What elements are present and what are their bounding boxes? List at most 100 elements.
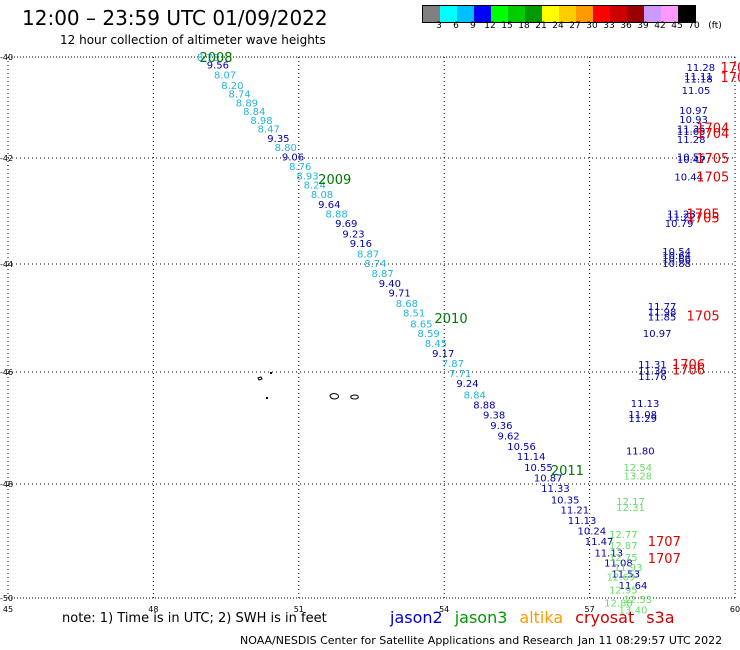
swh-value: 11.98: [648, 308, 677, 319]
map-title: 12:00 – 23:59 UTC 01/09/2022: [22, 6, 328, 30]
swh-value: 8.76: [289, 162, 311, 173]
swh-value: 12.53: [624, 595, 653, 606]
scale-label: 15: [501, 21, 513, 31]
lat-tick-label: -44: [0, 260, 13, 269]
color-scale-labels: 3 6 9 12 15 18 21 24 27 30 33 36 39 42 45 70 (ft): [422, 21, 728, 35]
swh-value: 7.71: [449, 369, 471, 380]
lon-tick-label: 60: [730, 605, 740, 614]
swh-value: 8.51: [403, 309, 425, 320]
swh-value: 8.88: [473, 400, 495, 411]
footnote: note: 1) Time is in UTC; 2) SWH is in fe…: [62, 611, 327, 626]
scale-label: 39: [637, 21, 649, 31]
swh-value: 11.28: [677, 135, 706, 146]
scale-label: 12: [484, 21, 496, 31]
scale-swatch: [678, 6, 695, 22]
swh-value: 8.07: [214, 71, 236, 82]
lat-tick-label: -42: [0, 154, 13, 163]
scale-swatch: [644, 6, 661, 22]
swh-value: 10.79: [665, 219, 694, 230]
pass-time-label: 2008: [199, 51, 232, 66]
pass-time-label: 1704: [720, 71, 740, 86]
lon-tick-label: 45: [3, 605, 13, 614]
pass-time-label: 1705: [687, 208, 720, 223]
scale-swatch: [593, 6, 610, 22]
scale-label: 45: [671, 21, 683, 31]
swh-value: 9.23: [342, 229, 364, 240]
scale-label: 36: [620, 21, 632, 31]
pass-time-label: 1705: [696, 152, 729, 167]
swh-value: 11.80: [626, 446, 655, 457]
scale-label: (ft): [708, 21, 722, 31]
swh-value: 8.65: [410, 319, 432, 330]
swh-value: 12.87: [609, 541, 638, 552]
swh-value: 11.53: [611, 569, 640, 580]
swh-value: 11.77: [648, 302, 677, 313]
swh-value: 9.38: [483, 411, 505, 422]
lon-tick-label: 51: [294, 605, 304, 614]
swh-value: 9.36: [490, 421, 512, 432]
scale-swatch: [423, 6, 440, 22]
credit-line: NOAA/NESDIS Center for Satellite Applica…: [240, 634, 574, 647]
swh-value: 11.13: [568, 516, 597, 527]
swh-value: 13.40: [619, 605, 648, 616]
swh-value: 10.88: [662, 259, 691, 270]
satellite-legend: jason2 jason3 altika cryosat s3a: [390, 608, 687, 627]
swh-value: 10.64: [662, 251, 691, 262]
scale-label: 33: [603, 21, 615, 31]
swh-value-labels: 8.789.568.078.208.748.898.848.988.479.35…: [197, 53, 715, 616]
islands: [257, 372, 359, 400]
swh-value: 8.68: [396, 299, 418, 310]
scale-swatch: [542, 6, 559, 22]
swh-value: 10.93: [679, 115, 708, 126]
island-2: [350, 394, 359, 400]
pass-time-label: 1707: [648, 552, 681, 567]
scale-swatch: [559, 6, 576, 22]
swh-value: 11.64: [619, 581, 648, 592]
swh-value: 12.54: [624, 463, 653, 474]
island-1: [329, 393, 340, 400]
swh-value: 9.16: [350, 239, 372, 250]
pass-time-label: 1704: [696, 122, 729, 137]
swh-value: 9.71: [388, 289, 410, 300]
swh-value: 9.06: [282, 152, 304, 163]
axis-labels: -40 -42 -44 -46 -48 -50 45 48 51 54 57 60: [0, 53, 740, 614]
swh-value: 12.17: [616, 497, 645, 508]
swh-value: 9.40: [379, 279, 401, 290]
swh-value: 9.24: [456, 379, 478, 390]
swh-value: 10.97: [643, 329, 672, 340]
swh-value: 11.28: [687, 63, 716, 74]
swh-value: 11.29: [628, 414, 657, 425]
scale-swatch: [508, 6, 525, 22]
scale-label: 21: [535, 21, 547, 31]
swh-value: 8.87: [357, 249, 379, 260]
swh-value: 8.98: [250, 116, 272, 127]
swh-value: 8.59: [418, 329, 440, 340]
swh-value: 10.87: [534, 473, 563, 484]
scale-swatch: [576, 6, 593, 22]
swh-value: 8.74: [229, 89, 251, 100]
swh-value: 8.24: [304, 181, 326, 192]
scale-swatch: [491, 6, 508, 22]
lat-tick-label: -50: [0, 594, 13, 603]
swh-value: 12.77: [609, 530, 638, 541]
swh-value: 10.97: [679, 106, 708, 117]
swh-value: 8.80: [275, 143, 297, 154]
swh-value: 12.95: [609, 585, 638, 596]
island-4: [270, 372, 272, 374]
pass-time-labels: 2008200920102011170417041704170417051705…: [199, 51, 740, 567]
swh-value: 11.33: [541, 484, 570, 495]
satellite-cryosat: cryosat: [575, 608, 635, 627]
scale-swatch: [610, 6, 627, 22]
swh-value: 9.35: [267, 134, 289, 145]
scale-label: 3: [436, 21, 442, 31]
swh-value: 12.31: [616, 503, 645, 514]
lat-tick-label: -46: [0, 368, 13, 377]
island-5: [266, 397, 268, 399]
scale-swatch: [474, 6, 491, 22]
swh-value: 8.74: [364, 259, 386, 270]
swh-value: 11.05: [682, 86, 711, 97]
swh-value: 9.62: [498, 431, 520, 442]
swh-value: 11.47: [585, 537, 614, 548]
satellite-altika: altika: [519, 608, 564, 627]
